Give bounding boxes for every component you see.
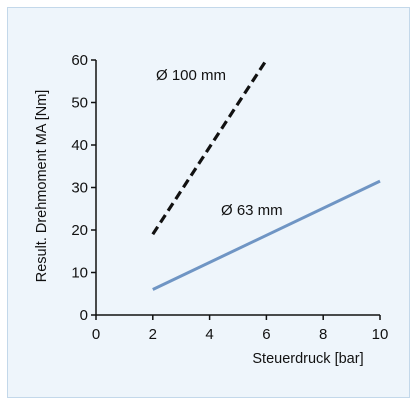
series-label-100mm: Ø 100 mm [156, 67, 226, 84]
x-tick-label: 4 [205, 326, 213, 343]
x-tick-label: 10 [372, 326, 389, 343]
y-axis-title: Result. Drehmoment MA [Nm] [34, 90, 50, 283]
series-line-1 [152, 179, 381, 291]
x-tick-label: 2 [149, 326, 157, 343]
y-ticks: 0 10 20 30 40 50 60 [71, 52, 96, 324]
series-labels: Ø 100 mm Ø 63 mm [156, 67, 283, 219]
y-tick-label: 0 [80, 307, 88, 324]
chart-panel [7, 7, 410, 398]
y-tick-label: 10 [71, 265, 88, 282]
series-lines [151, 59, 381, 291]
series-line-0 [151, 59, 268, 236]
y-tick-label: 60 [71, 52, 88, 69]
x-ticks: 0 2 4 6 8 10 [92, 315, 389, 343]
axes [95, 60, 380, 316]
x-tick-label: 0 [92, 326, 100, 343]
x-tick-label: 6 [262, 326, 270, 343]
y-tick-label: 20 [71, 222, 88, 239]
series-label-63mm: Ø 63 mm [221, 202, 283, 219]
y-tick-label: 30 [71, 180, 88, 197]
x-axis-title: Steuerdruck [bar] [252, 351, 363, 367]
y-tick-label: 40 [71, 137, 88, 154]
x-tick-label: 8 [319, 326, 327, 343]
y-tick-label: 50 [71, 95, 88, 112]
